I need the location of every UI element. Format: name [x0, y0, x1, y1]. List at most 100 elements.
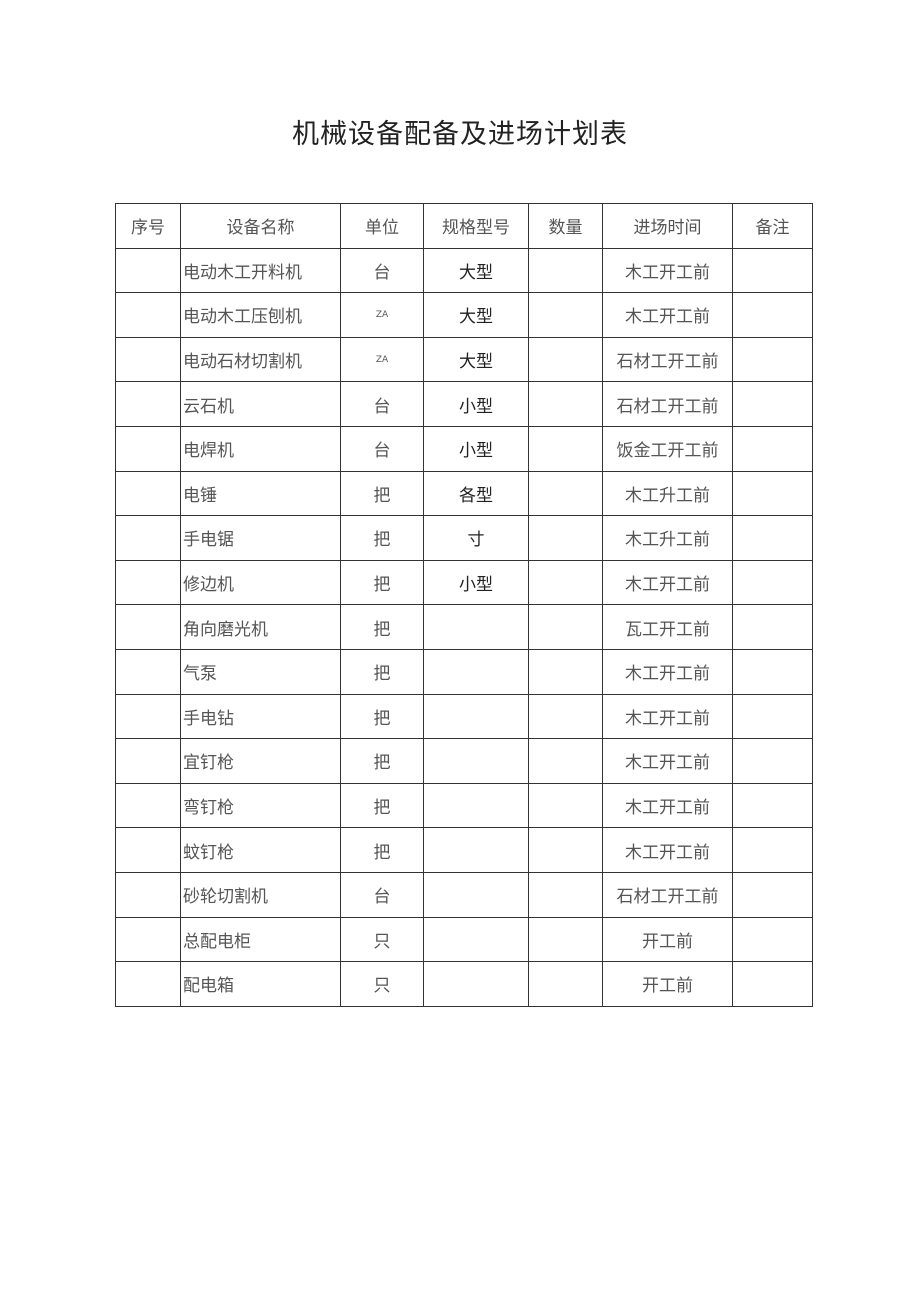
cell-note [732, 916, 813, 963]
cell-time: 开工前 [602, 961, 733, 1007]
cell-spec: 小型 [423, 381, 529, 427]
cell-qty [528, 871, 603, 918]
cell-spec: 各型 [423, 470, 529, 517]
cell-no [115, 336, 181, 383]
cell-unit: 台 [340, 871, 424, 918]
header-qty: 数量 [528, 203, 603, 249]
table-row: 电动木工开料机台大型 木工开工前 [115, 247, 813, 294]
cell-unit: 只 [340, 961, 424, 1007]
cell-name: 电动石材切割机 [180, 336, 341, 383]
cell-unit: 只 [340, 916, 424, 963]
cell-note [732, 470, 813, 517]
cell-note [732, 782, 813, 829]
cell-unit: 把 [340, 827, 424, 873]
cell-time: 开工前 [602, 916, 733, 963]
cell-no [115, 559, 181, 606]
cell-unit: 台 [340, 425, 424, 472]
cell-name: 手电钻 [180, 693, 341, 740]
cell-time: 瓦工开工前 [602, 604, 733, 650]
cell-qty [528, 292, 603, 338]
table-row: 电焊机台小型 饭金工开工前 [115, 425, 813, 472]
cell-name: 砂轮切割机 [180, 871, 341, 918]
cell-note [732, 425, 813, 472]
cell-unit: 把 [340, 693, 424, 740]
cell-unit: 把 [340, 604, 424, 650]
table-row: 修边机把小型 木工开工前 [115, 559, 813, 606]
header-time: 进场时间 [602, 203, 733, 249]
cell-name: 弯钉枪 [180, 782, 341, 829]
cell-no [115, 470, 181, 517]
cell-no [115, 827, 181, 873]
table-row: 电动木工压刨机 ZA 大型 木工开工前 [115, 292, 813, 338]
cell-unit: 把 [340, 470, 424, 517]
cell-qty [528, 648, 603, 695]
cell-qty [528, 470, 603, 517]
cell-no [115, 515, 181, 561]
cell-name: 电焊机 [180, 425, 341, 472]
cell-unit: 台 [340, 381, 424, 427]
table-row: 总配电柜只 开工前 [115, 916, 813, 963]
cell-name: 手电锯 [180, 515, 341, 561]
equipment-table: 序号 设备名称 单位 规格型号 数量 进场时间 备注 电动木工开料机台大型 木工开… [115, 203, 813, 1007]
cell-note [732, 648, 813, 695]
cell-note [732, 871, 813, 918]
cell-spec [423, 916, 529, 963]
cell-name: 角向磨光机 [180, 604, 341, 650]
cell-unit: ZA [340, 292, 424, 338]
cell-spec: 大型 [423, 336, 529, 383]
table-row: 云石机台小型 石材工开工前 [115, 381, 813, 427]
cell-name: 云石机 [180, 381, 341, 427]
cell-qty [528, 247, 603, 294]
table-row: 蚊钉枪把 木工开工前 [115, 827, 813, 873]
cell-name: 配电箱 [180, 961, 341, 1007]
cell-note [732, 961, 813, 1007]
cell-spec [423, 782, 529, 829]
cell-name: 电锤 [180, 470, 341, 517]
table-row: 宜钉枪把 木工开工前 [115, 738, 813, 784]
table-row: 手电钻把 木工开工前 [115, 693, 813, 740]
cell-spec [423, 827, 529, 873]
cell-time: 木工开工前 [602, 693, 733, 740]
cell-qty [528, 515, 603, 561]
cell-time: 木工开工前 [602, 827, 733, 873]
cell-spec: 寸 [423, 515, 529, 561]
cell-no [115, 247, 181, 294]
cell-no [115, 871, 181, 918]
cell-spec [423, 961, 529, 1007]
cell-no [115, 738, 181, 784]
cell-spec [423, 604, 529, 650]
table-row: 弯钉枪把 木工开工前 [115, 782, 813, 829]
cell-note [732, 336, 813, 383]
cell-no [115, 693, 181, 740]
cell-note [732, 604, 813, 650]
cell-note [732, 247, 813, 294]
cell-spec [423, 738, 529, 784]
cell-name: 宜钉枪 [180, 738, 341, 784]
cell-spec [423, 871, 529, 918]
header-no: 序号 [115, 203, 181, 249]
cell-time: 木工开工前 [602, 738, 733, 784]
cell-name: 电动木工开料机 [180, 247, 341, 294]
cell-no [115, 916, 181, 963]
cell-unit: 把 [340, 559, 424, 606]
cell-time: 木工开工前 [602, 559, 733, 606]
cell-no [115, 292, 181, 338]
cell-note [732, 559, 813, 606]
cell-unit: ZA [340, 336, 424, 383]
page-title: 机械设备配备及进场计划表 [292, 119, 628, 150]
table-row: 电动石材切割机 ZA 大型 石材工开工前 [115, 336, 813, 383]
cell-time: 石材工开工前 [602, 336, 733, 383]
cell-time: 木工开工前 [602, 782, 733, 829]
table-header-row: 序号 设备名称 单位 规格型号 数量 进场时间 备注 [115, 203, 813, 249]
cell-no [115, 782, 181, 829]
cell-qty [528, 782, 603, 829]
cell-qty [528, 425, 603, 472]
cell-time: 木工开工前 [602, 648, 733, 695]
cell-name: 总配电柜 [180, 916, 341, 963]
cell-no [115, 604, 181, 650]
cell-time: 木工开工前 [602, 292, 733, 338]
cell-spec: 大型 [423, 292, 529, 338]
cell-time: 饭金工开工前 [602, 425, 733, 472]
cell-name: 修边机 [180, 559, 341, 606]
cell-note [732, 738, 813, 784]
